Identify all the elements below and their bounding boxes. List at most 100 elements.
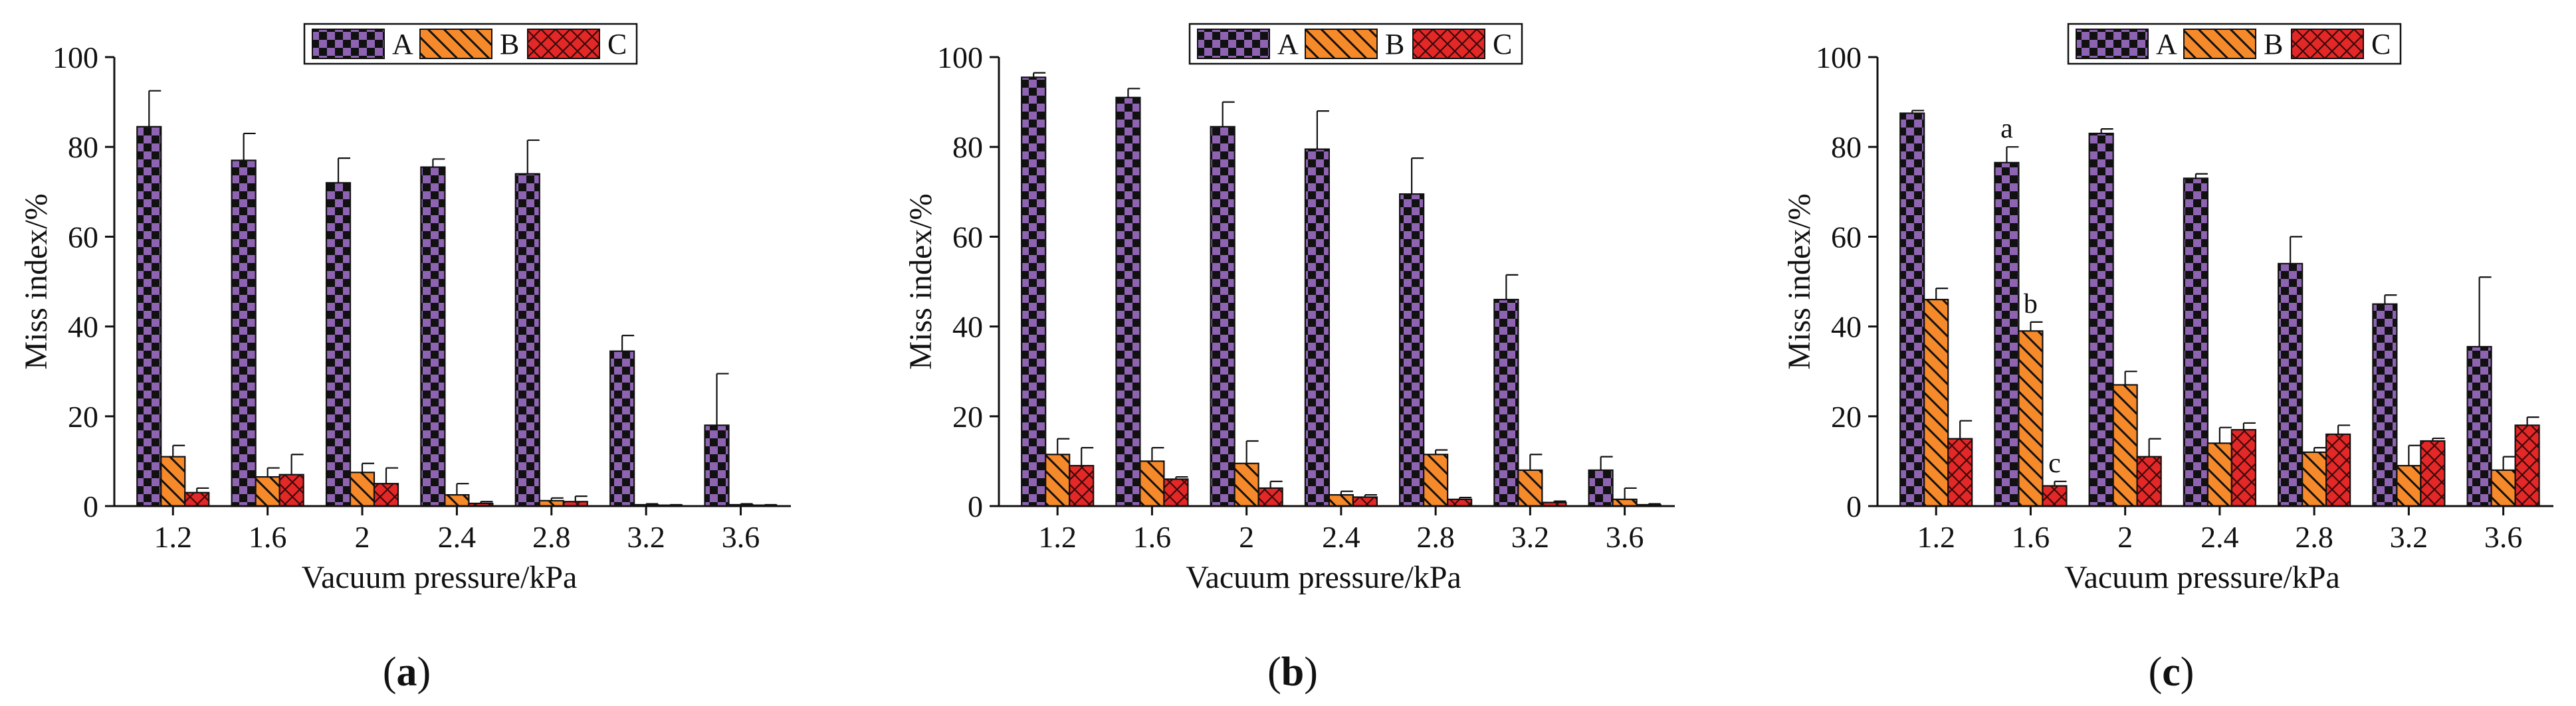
bar-A-3.2 (2372, 303, 2398, 507)
legend-label-A: A (2156, 28, 2177, 60)
bar-B-1.2 (160, 456, 186, 507)
legend-swatch-C (527, 29, 600, 59)
bar-A-1.2 (136, 126, 162, 507)
bar-B-2.4 (2206, 442, 2233, 507)
y-tick-label: 80 (1831, 130, 1862, 164)
x-tick-label: 2.4 (2200, 520, 2239, 554)
y-tick-label: 0 (83, 489, 98, 523)
y-tick-label: 20 (952, 400, 983, 434)
bar-A-1.2 (1899, 112, 1925, 507)
x-tick-label: 2.8 (1416, 520, 1455, 554)
bar-B-2 (2112, 384, 2138, 507)
legend-label-A: A (1277, 28, 1299, 60)
x-axis-title: Vacuum pressure/kPa (2064, 560, 2340, 595)
legend-swatch-A (2076, 29, 2149, 59)
bar-C-2.4 (2230, 428, 2257, 507)
bar-A-2.4 (420, 166, 446, 507)
chart-panel-2: 0 20 40 60 80 100 1.2 1.6 2 2.4 2.8 3.2 3.6 Vacuum pr… (903, 23, 1675, 695)
annotation-b: b (2024, 289, 2038, 319)
x-tick-label: 1.6 (1133, 520, 1172, 554)
x-tick-label: 3.2 (1511, 520, 1550, 554)
bar-A-3.2 (1493, 298, 1519, 507)
y-tick-label: 100 (1816, 41, 1862, 74)
bar-C-2 (373, 483, 399, 507)
bar-B-1.6 (255, 476, 280, 507)
x-tick-label: 3.6 (2484, 520, 2523, 554)
bar-A-1.6 (1994, 161, 2020, 507)
y-axis-title: Miss index/% (19, 193, 54, 369)
legend-label-B: B (500, 28, 519, 60)
x-tick-label: 1.6 (2012, 520, 2050, 554)
y-tick-label: 60 (68, 220, 98, 254)
bar-A-1.6 (231, 159, 257, 507)
bar-B-2 (1234, 462, 1259, 507)
bar-C-2.8 (2325, 433, 2351, 507)
bar-B-1.2 (1045, 454, 1071, 507)
x-tick-label: 2 (1239, 520, 1254, 554)
legend-label-C: C (607, 28, 627, 60)
bar-C-2.4 (1352, 496, 1378, 507)
bar-C-2 (1257, 487, 1283, 507)
bar-C-2 (2136, 456, 2162, 507)
legend-swatch-B (419, 29, 492, 59)
legend-swatch-A (1197, 29, 1270, 59)
bar-A-2.4 (2183, 177, 2209, 507)
y-tick-label: 60 (952, 220, 983, 254)
bar-B-3.2 (2396, 465, 2422, 507)
x-axis-title: Vacuum pressure/kPa (1186, 560, 1461, 595)
bar-A-2.8 (2278, 262, 2304, 507)
y-axis-title: Miss index/% (903, 193, 938, 369)
panel-label: (c) (2149, 650, 2195, 695)
y-tick-label: 40 (952, 310, 983, 344)
bar-A-2.4 (1304, 148, 1331, 507)
y-tick-label: 0 (1846, 489, 1862, 523)
bar-B-2 (349, 472, 376, 507)
y-tick-label: 40 (68, 310, 98, 344)
bar-A-2.8 (514, 173, 540, 507)
bar-A-2 (1210, 126, 1235, 507)
bar-C-1.2 (1069, 465, 1095, 507)
bar-C-1.6 (2042, 485, 2068, 507)
x-tick-label: 2.8 (532, 520, 571, 554)
bar-B-3.6 (2490, 469, 2516, 507)
legend-label-C: C (1493, 28, 1512, 60)
bar-C-3.2 (2420, 440, 2446, 507)
x-tick-label: 2 (2117, 520, 2133, 554)
legend: A B C (1188, 23, 1523, 65)
x-tick-label: 1.2 (1917, 520, 1955, 554)
bar-A-1.6 (1115, 96, 1141, 507)
bar-A-3.6 (2466, 345, 2492, 507)
bar-A-3.6 (704, 424, 730, 507)
legend-swatch-C (1412, 29, 1485, 59)
bar-B-2.8 (2302, 451, 2327, 507)
legend-swatch-C (2291, 29, 2364, 59)
bar-B-2.4 (1328, 493, 1354, 507)
x-tick-label: 3.6 (1606, 520, 1644, 554)
x-tick-label: 2.4 (1322, 520, 1360, 554)
bar-B-2.8 (1423, 454, 1449, 507)
y-tick-label: 100 (937, 41, 983, 74)
bar-C-1.6 (1163, 478, 1189, 507)
y-tick-label: 0 (968, 489, 983, 523)
bar-A-3.2 (609, 350, 635, 507)
panel-label: (a) (383, 650, 431, 695)
x-tick-label: 1.6 (249, 520, 287, 554)
bar-C-3.6 (2514, 424, 2540, 507)
annotation-a: a (2000, 114, 2013, 144)
chart-panel-3: a b c 0 20 40 60 80 100 1.2 1.6 2 2.4 2.8 3.2 3.6 Vacuum… (1782, 23, 2553, 695)
legend: A B C (2067, 23, 2402, 65)
panel-label: (b) (1267, 650, 1318, 695)
y-tick-label: 80 (952, 130, 983, 164)
x-tick-label: 1.2 (1038, 520, 1077, 554)
legend-label-A: A (392, 28, 413, 60)
bar-B-3.6 (1612, 498, 1638, 507)
x-tick-label: 3.2 (2390, 520, 2428, 554)
chart-panel-1: 0 20 40 60 80 100 1.2 1.6 2 2.4 2.8 3.2 3.6 Vacuum pr… (19, 23, 791, 695)
y-tick-label: 80 (68, 130, 98, 164)
y-tick-label: 40 (1831, 310, 1862, 344)
x-tick-label: 3.2 (627, 520, 665, 554)
bar-C-2.8 (1447, 498, 1473, 507)
bar-C-1.6 (278, 474, 304, 507)
bar-A-2 (325, 182, 352, 507)
